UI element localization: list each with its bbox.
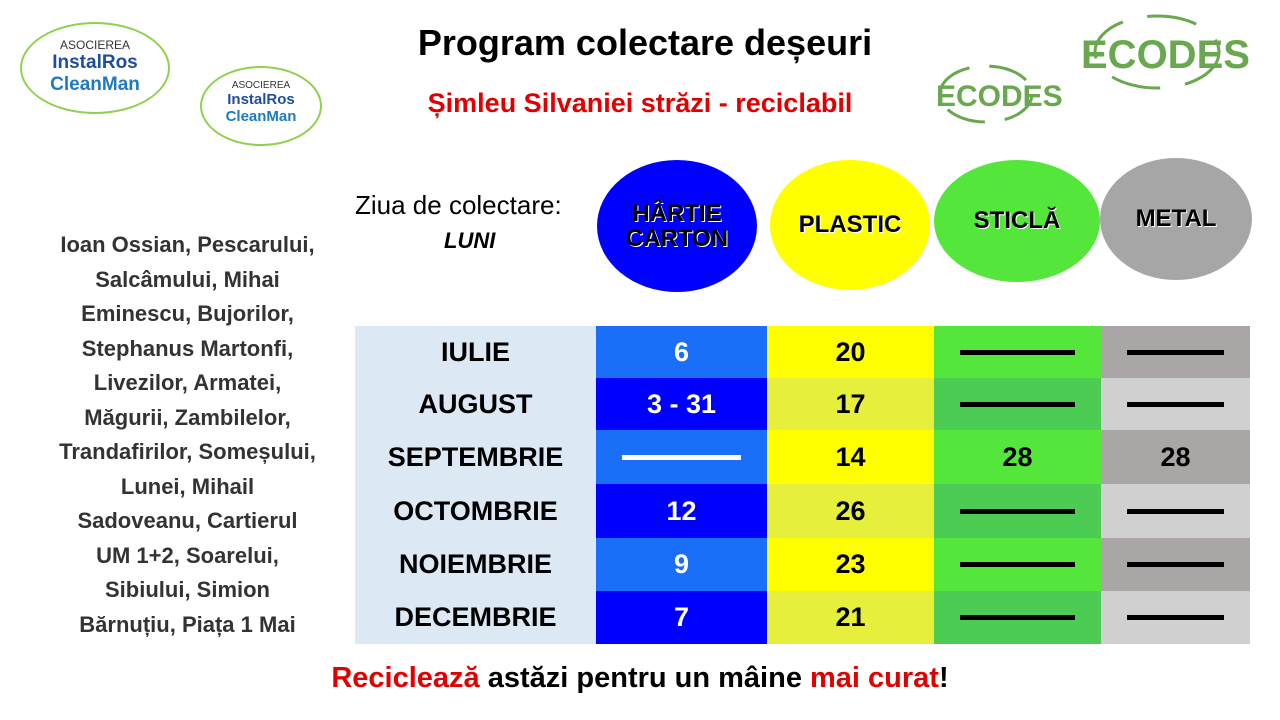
table-cell [934,484,1101,538]
footer-text: ! [938,662,949,694]
logo-ecodes: ECODES [936,64,1063,124]
logo-text: InstalRos [227,91,295,108]
footer: Reciclează astăzi pentru un mâine mai cu… [0,662,1280,695]
empty-dash [1127,615,1224,620]
footer-highlight: mai curat [810,662,939,694]
table-cell [934,591,1101,644]
logo-text: CleanMan [225,108,297,125]
street-line: Lunei, Mihail [120,473,255,499]
empty-dash [960,349,1075,355]
category-label: PLASTIC [798,211,902,239]
logo-text: InstalRos [52,52,138,73]
table-cell: 28 [1101,430,1250,484]
category-circle: STICLĂ [934,160,1100,282]
empty-dash [622,454,741,460]
logo-text: ECODES [1081,33,1250,77]
empty-dash [1127,401,1224,407]
table-cell: SEPTEMBRIE [355,430,596,484]
title: Program colectare deșeuri [417,22,873,63]
street-line: Măgurii, Zambilelor, [84,404,291,430]
collection-day-label: Ziua de colectare: [355,190,562,220]
table-cell [1101,538,1250,591]
footer-highlight: Reciclează [331,662,480,694]
subtitle: Șimleu Silvaniei străzi - reciclabil [427,88,853,118]
street-line: Eminescu, Bujorilor, [81,301,294,326]
street-line: Bărnuțiu, Piața 1 Mai [79,611,296,637]
table-cell: NOIEMBRIE [355,538,596,591]
table-cell: 20 [767,326,934,378]
recycle-arrows [1093,14,1221,90]
table-cell [1101,591,1250,644]
table-cell: 9 [596,538,767,591]
logo-text: ECODES [936,80,1063,113]
street-line: Stephanus Martonfi, [81,335,294,361]
street-line: Ioan Ossian, Pescarului, [60,232,315,257]
logo-text: CleanMan [50,74,140,95]
table-cell [934,378,1101,430]
empty-dash [1127,508,1224,514]
table-cell [1101,326,1250,378]
street-line: UM 1+2, Soarelui, [96,542,279,568]
table-cell: 14 [767,430,934,484]
street-list: Ioan Ossian, Pescarului, Salcâmului, Miha… [25,228,350,642]
logo-instalros: ASOCIEREA InstalRos CleanMan [20,22,170,114]
table-cell: 17 [767,378,934,430]
footer-text: astăzi pentru un mâine [479,662,811,694]
recycle-arrows [938,64,1034,124]
category-circle: HÂRTIE CARTON [597,160,757,292]
table-cell: 6 [596,326,767,378]
table-cell: 7 [596,591,767,644]
category-circle: METAL [1100,158,1252,280]
table-cell [596,430,767,484]
category-label: METAL [1135,205,1217,233]
empty-dash [960,615,1075,620]
empty-dash [960,562,1075,567]
table-cell: 12 [596,484,767,538]
table-cell [1101,378,1250,430]
street-line: Livezilor, Armatei, [93,370,282,395]
table-cell: 28 [934,430,1101,484]
empty-dash [1127,562,1224,567]
category-label: STICLĂ [973,207,1061,235]
street-line: Trandafirilor, Someșului, [59,439,316,464]
table-cell: OCTOMBRIE [355,484,596,538]
table-cell: 26 [767,484,934,538]
collection-day: LUNI [444,228,496,253]
logo-ecodes: ECODES [1081,14,1250,90]
empty-dash [960,401,1075,407]
table-cell: AUGUST [355,378,596,430]
category-label: HÂRTIE [632,199,722,227]
table-cell [934,326,1101,378]
table-cell: 21 [767,591,934,644]
table-cell: DECEMBRIE [355,591,596,644]
logo-instalros: ASOCIEREA InstalRos CleanMan [200,66,322,146]
logo-text: ASOCIEREA [231,80,291,91]
logo-text: ASOCIEREA [59,38,131,52]
empty-dash [960,508,1075,514]
empty-dash [1127,349,1224,355]
street-line: Salcâmului, Mihai [95,266,280,292]
category-label: CARTON [625,225,729,252]
table-cell: IULIE [355,326,596,378]
street-line: Sadoveanu, Cartierul [77,508,298,533]
category-circle: PLASTIC [770,160,930,290]
table-cell [934,538,1101,591]
table-cell: 23 [767,538,934,591]
table-cell [1101,484,1250,538]
street-line: Sibiului, Simion [105,577,270,602]
table-cell: 3 - 31 [596,378,767,430]
